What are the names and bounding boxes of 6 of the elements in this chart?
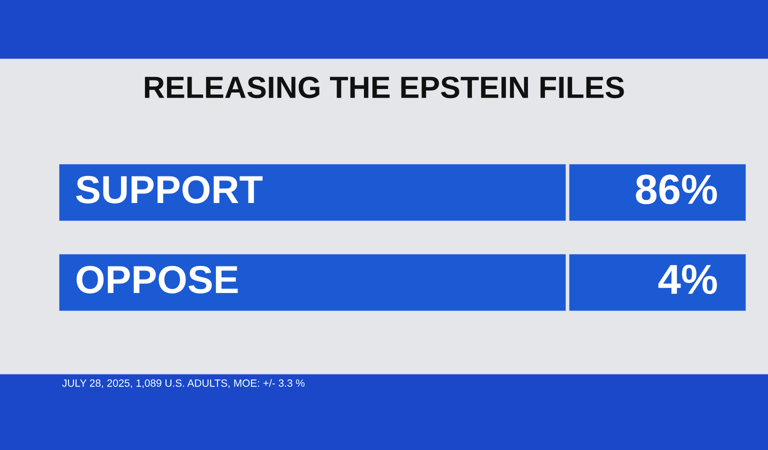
category-label: OPPOSE: [76, 266, 238, 294]
category-label: SUPPORT: [76, 176, 263, 204]
text: RELEASING THE EPSTEIN FILES: [144, 76, 624, 98]
data-label: 4%: [658, 264, 717, 294]
data-label: 86%: [636, 174, 717, 204]
text: JULY 28, 2025, 1,089 U.S. ADULTS, MOE: +/- 3.3 %: [62, 379, 305, 388]
